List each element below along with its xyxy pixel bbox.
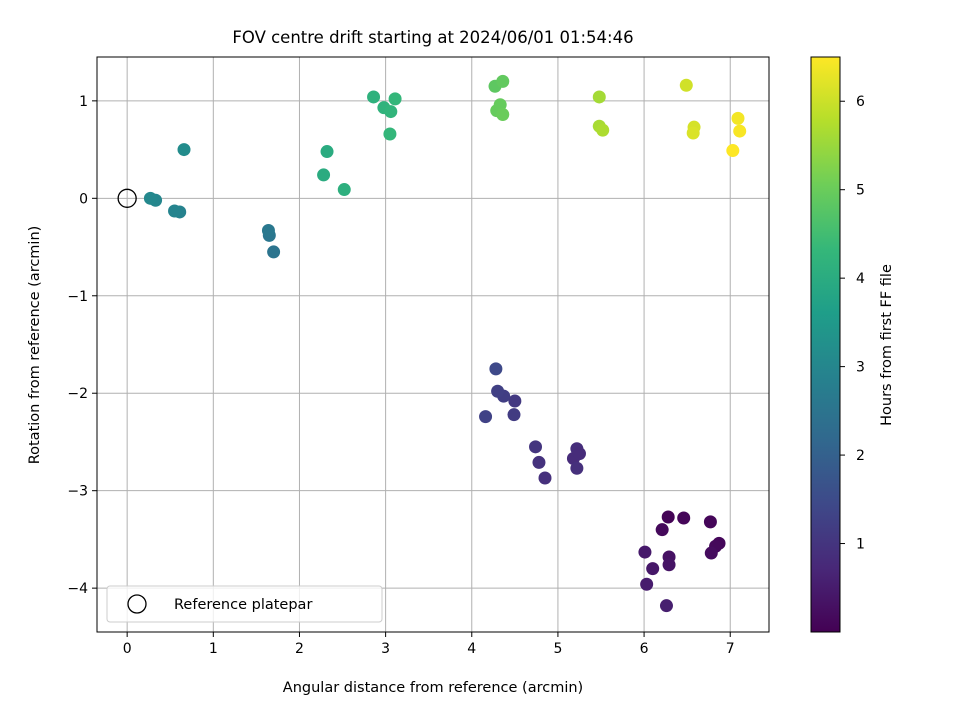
colorbar-tick-label: 4 [856, 271, 865, 287]
x-axis-label: Angular distance from reference (arcmin) [283, 680, 583, 696]
plot-area [96, 56, 770, 633]
data-point [177, 143, 191, 157]
data-point [538, 471, 552, 485]
data-point [686, 126, 700, 140]
x-tick-label: 1 [209, 641, 218, 657]
data-point [532, 455, 546, 469]
data-point [731, 111, 745, 125]
data-point [491, 384, 505, 398]
colorbar-tick-label: 5 [856, 183, 865, 199]
legend: Reference platepar [106, 585, 383, 623]
grid-lines [97, 57, 769, 632]
data-point [493, 98, 507, 112]
data-point [489, 362, 503, 376]
data-point [679, 78, 693, 92]
data-point [267, 245, 281, 259]
y-axis-label: Rotation from reference (arcmin) [27, 226, 43, 465]
colorbar-ticks: 1 2 3 4 5 6 [840, 94, 865, 553]
x-tick-label: 5 [553, 641, 562, 657]
data-point [677, 511, 691, 525]
data-point [703, 515, 717, 529]
y-tick-label: 0 [79, 191, 88, 207]
colorbar: 1 2 3 4 5 6 Hours from first FF file [810, 56, 895, 633]
data-point [659, 599, 673, 613]
y-tick-label: −1 [67, 289, 88, 305]
colorbar-tick-label: 6 [856, 94, 865, 110]
colorbar-label: Hours from first FF file [879, 264, 895, 426]
data-point [261, 223, 275, 237]
x-tick-label: 7 [726, 641, 735, 657]
data-point [638, 545, 652, 559]
data-point [661, 510, 675, 524]
data-point [508, 394, 522, 408]
data-point [662, 558, 676, 572]
data-point [384, 105, 398, 119]
data-point [143, 191, 157, 205]
data-point [367, 90, 381, 104]
x-tick-label: 2 [295, 641, 304, 657]
data-point [646, 562, 660, 576]
data-point [496, 74, 510, 88]
data-point [596, 123, 610, 137]
data-point [337, 183, 351, 197]
data-point [640, 577, 654, 591]
plot-frame [96, 56, 770, 633]
x-axis-ticks: 0 1 2 3 4 5 6 7 [123, 632, 735, 657]
chart-title: FOV centre drift starting at 2024/06/01 … [232, 28, 633, 47]
data-points [143, 74, 747, 613]
data-point [383, 127, 397, 141]
data-point [592, 90, 606, 104]
data-point [572, 447, 586, 461]
colorbar-tick-label: 1 [856, 537, 865, 553]
plot-background [97, 57, 769, 632]
x-tick-label: 6 [640, 641, 649, 657]
data-point [507, 408, 521, 422]
legend-box [106, 585, 383, 623]
data-point [168, 204, 182, 218]
data-point [496, 108, 510, 121]
data-point [733, 124, 747, 138]
colorbar-gradient [810, 56, 841, 633]
data-point [704, 546, 718, 560]
data-point [479, 410, 493, 424]
data-point [655, 523, 669, 537]
data-point [317, 168, 331, 182]
data-point [388, 92, 402, 106]
data-point [529, 440, 543, 454]
x-tick-label: 4 [467, 641, 476, 657]
reference-platepar-marker [117, 188, 137, 208]
x-tick-label: 0 [123, 641, 132, 657]
colorbar-tick-label: 3 [856, 360, 865, 376]
data-point [320, 145, 334, 159]
reference-marker-layer [117, 188, 137, 208]
data-point [726, 144, 740, 158]
colorbar-tick-label: 2 [856, 448, 865, 464]
legend-entry-label: Reference platepar [174, 597, 312, 613]
y-tick-label: 1 [79, 94, 88, 110]
y-axis-ticks: 1 0 −1 −2 −3 −4 [67, 94, 97, 597]
y-tick-label: −4 [67, 581, 88, 597]
x-tick-label: 3 [381, 641, 390, 657]
data-point [570, 461, 584, 475]
legend-open-circle-marker [127, 594, 147, 614]
y-tick-label: −3 [67, 484, 88, 500]
y-tick-label: −2 [67, 386, 88, 402]
